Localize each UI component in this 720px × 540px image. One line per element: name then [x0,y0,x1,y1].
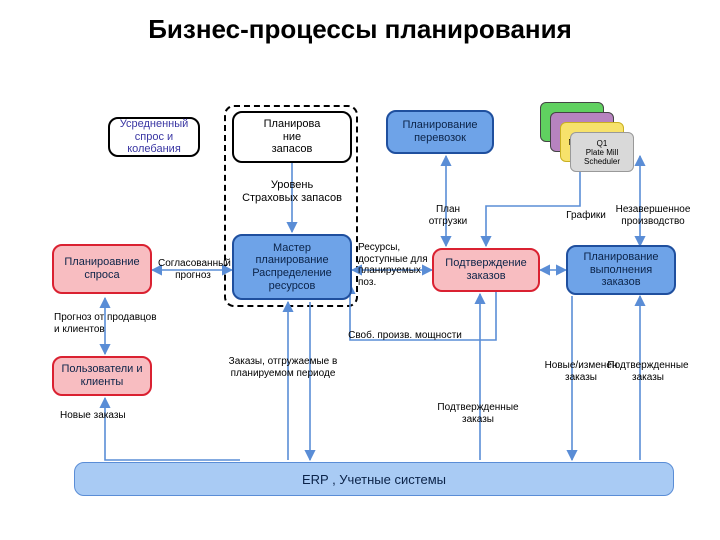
label-resources_avail: Ресурсы, доступные для планируемых поз. [358,242,430,288]
box-demand_plan: Планироавние спроса [52,244,152,294]
label-forecast_sellers: Прогноз от продавцов и клиентов [54,312,164,335]
stack-card-3: Q1 Plate Mill Scheduler [570,132,634,172]
label-confirmed_orders: Подтвержденные заказы [428,402,528,425]
box-inventory_plan: Планирова ние запасов [232,111,352,163]
label-schedules: Графики [556,210,616,222]
label-shipping_plan: План отгрузки [416,204,480,227]
box-exec_plan: Планирование выполнения заказов [566,245,676,295]
label-confirmed_orders2: Подтвержденные заказы [600,360,696,383]
label-wip: Незавершенное производство [612,204,694,227]
diagram-canvas: Усредненный спрос и колебания Планирова н… [0,0,720,540]
box-transport_plan: Планирование перевозок [386,110,494,154]
box-users_clients: Пользователи и клиенты [52,356,152,396]
label-agreed_forecast: Согласованный прогноз [158,258,228,281]
label-orders_shipped: Заказы, отгружаемые в планируемом период… [228,356,338,379]
box-erp: ERP , Учетные системы [74,462,674,496]
box-order_confirm: Подтверждение заказов [432,248,540,292]
box-demand_avg: Усредненный спрос и колебания [108,117,200,157]
label-new_orders: Новые заказы [60,410,130,422]
box-safety_label: Уровень Страховых запасов [238,172,346,212]
label-free_capacity: Своб. произв. мощности [330,330,480,342]
box-master_plan: Мастер планирование Распределение ресурс… [232,234,352,300]
